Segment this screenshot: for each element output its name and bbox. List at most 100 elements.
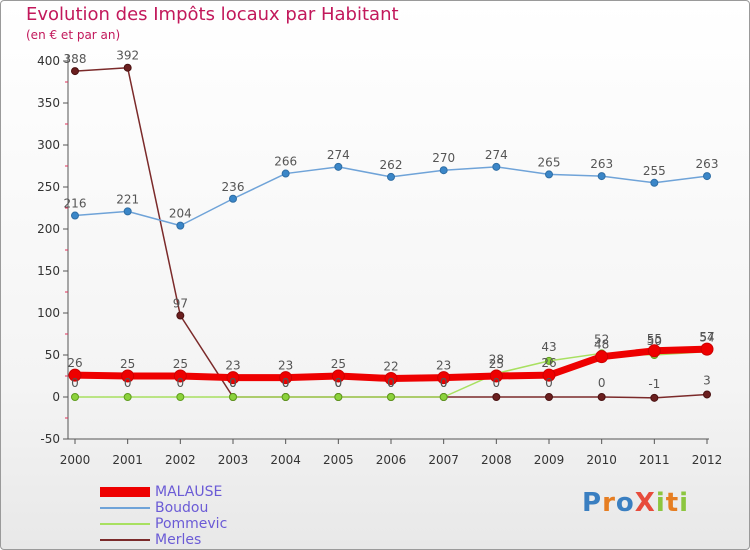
data-point (437, 371, 451, 385)
data-label: 265 (538, 155, 561, 169)
data-label: 23 (225, 359, 240, 373)
data-point (281, 169, 290, 178)
data-label: 0 (335, 376, 343, 390)
data-label: 263 (696, 157, 719, 171)
data-label: 0 (493, 376, 501, 390)
x-tick-label: 2003 (218, 453, 249, 467)
data-label: 28 (489, 352, 504, 366)
legend-label: MALAUSE (155, 484, 223, 500)
logo-letter: X (634, 488, 656, 518)
data-point (545, 393, 553, 401)
y-tick-label: 200 (37, 222, 60, 236)
data-label: 23 (278, 359, 293, 373)
data-point (492, 162, 501, 171)
data-point (384, 372, 398, 386)
data-label: 255 (643, 164, 666, 178)
data-point (597, 172, 606, 181)
chart-title: Evolution des Impôts locaux par Habitant (26, 4, 399, 25)
data-point (545, 356, 553, 365)
data-label: 23 (436, 359, 451, 373)
data-point (71, 393, 79, 401)
legend-swatch (100, 507, 150, 509)
y-tick-label: 350 (37, 96, 60, 110)
data-label: 266 (274, 155, 297, 169)
series-lines (68, 63, 714, 402)
data-label: 0 (177, 376, 185, 390)
y-tick-label: 400 (37, 54, 60, 68)
legend-swatch (100, 523, 150, 525)
x-tick-label: 2004 (270, 453, 301, 467)
y-tick-label: 150 (37, 264, 60, 278)
logo-letter: i (679, 488, 690, 518)
legend-label: Merles (155, 532, 202, 548)
x-tick-label: 2012 (692, 453, 723, 467)
data-label: 392 (116, 49, 139, 63)
data-label: 0 (124, 376, 132, 390)
data-point (331, 369, 345, 383)
data-point (281, 393, 290, 401)
data-label: 0 (282, 376, 290, 390)
data-label: 0 (229, 376, 237, 390)
data-label: 25 (120, 357, 135, 371)
logo-letter: i (655, 488, 666, 518)
data-label: 0 (545, 376, 553, 390)
y-tick-label: 100 (37, 306, 60, 320)
x-tick-label: 2011 (639, 453, 670, 467)
data-point (176, 221, 185, 230)
data-point (229, 194, 237, 203)
x-tick-label: 2007 (428, 453, 459, 467)
x-tick-label: 2006 (376, 453, 407, 467)
logo-letter: r (602, 488, 616, 518)
data-label: 25 (489, 357, 504, 371)
data-label: 0 (282, 376, 290, 390)
x-tick-label: 2005 (323, 453, 354, 467)
data-point (173, 369, 187, 383)
chart-subtitle: (en € et par an) (26, 28, 121, 42)
data-label: 52 (594, 332, 609, 346)
data-label: 221 (116, 192, 139, 206)
data-point (545, 170, 553, 179)
data-label: 97 (173, 297, 188, 311)
legend-item: Boudou (100, 500, 320, 516)
data-point (176, 311, 185, 320)
data-label: 0 (229, 376, 237, 390)
data-label: 0 (440, 376, 448, 390)
logo-letter: P (582, 488, 603, 518)
data-label: 274 (485, 148, 508, 162)
series-line (74, 66, 708, 399)
data-point (387, 172, 395, 181)
logo-letter: t (665, 488, 680, 518)
x-tick-label: 2010 (586, 453, 617, 467)
data-point (542, 368, 556, 382)
x-tick-label: 2009 (534, 453, 565, 467)
y-tick-label: 300 (37, 138, 60, 152)
y-tick-label: -50 (40, 432, 60, 446)
x-tick-label: 2000 (60, 453, 91, 467)
data-label: 236 (222, 180, 245, 194)
data-point (597, 393, 606, 401)
data-label: 0 (387, 376, 395, 390)
data-point (334, 393, 343, 401)
data-point (703, 390, 711, 399)
data-label: 26 (67, 356, 82, 370)
data-label: 25 (331, 357, 346, 371)
data-label: 55 (647, 332, 662, 346)
y-tick-label: 0 (52, 390, 60, 404)
data-point (71, 67, 79, 76)
data-point (700, 342, 714, 356)
data-point (492, 393, 501, 401)
data-point (123, 207, 132, 216)
legend-item: MALAUSE (100, 484, 320, 500)
legend-label: Boudou (155, 500, 209, 516)
data-label: 274 (327, 148, 350, 162)
data-label: -1 (648, 377, 660, 391)
data-point (647, 344, 661, 358)
legend-item: Pommevic (100, 516, 320, 532)
data-point (68, 368, 82, 382)
data-label: 0 (440, 376, 448, 390)
data-point (176, 393, 185, 401)
data-label: 270 (432, 151, 455, 165)
data-label: 0 (335, 376, 343, 390)
